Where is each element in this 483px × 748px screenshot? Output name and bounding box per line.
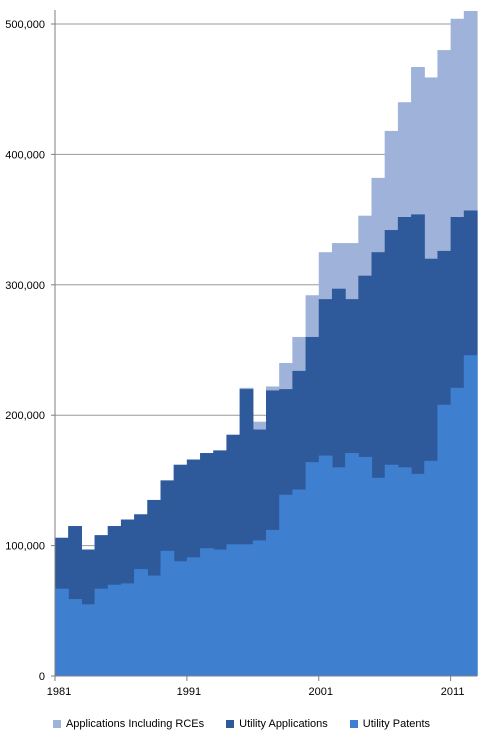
area-step xyxy=(437,404,452,676)
area-step xyxy=(384,464,399,676)
area-step xyxy=(411,473,425,676)
area-step xyxy=(252,540,267,676)
area-step xyxy=(279,494,293,676)
y-tick-label: 300,000 xyxy=(5,280,45,292)
legend-item-utility-applications: Utility Applications xyxy=(226,718,328,730)
y-tick-labels: 0 100,000 200,000 300,000 400,000 500,000 xyxy=(5,19,45,683)
area-step xyxy=(147,575,162,676)
legend: Applications Including RCEs Utility Appl… xyxy=(0,714,483,734)
legend-swatch-utility-applications xyxy=(226,720,235,728)
y-tick-label: 200,000 xyxy=(5,410,45,422)
area-step xyxy=(173,561,188,676)
legend-label-utility-applications: Utility Applications xyxy=(239,718,328,730)
x-tick-labels: 1981 1991 2001 2011 xyxy=(47,686,465,698)
legend-swatch-rces xyxy=(52,720,61,728)
area-step xyxy=(200,548,214,676)
area-step xyxy=(371,477,386,676)
area-step xyxy=(68,599,82,676)
area-step xyxy=(292,489,307,676)
area-step xyxy=(463,355,478,676)
legend-item-utility-patents: Utility Patents xyxy=(349,718,431,730)
area-step xyxy=(305,462,320,676)
area-step xyxy=(55,588,69,676)
series-areas xyxy=(55,10,478,677)
area-step xyxy=(160,550,175,676)
area-step xyxy=(94,588,109,676)
series-utility-patents xyxy=(55,355,478,676)
legend-label-utility-patents: Utility Patents xyxy=(362,718,431,730)
area-step xyxy=(450,387,465,676)
area-step xyxy=(358,456,373,676)
x-tick-label: 2001 xyxy=(309,686,333,698)
area-step xyxy=(239,544,254,676)
area-step xyxy=(107,584,122,676)
area-step xyxy=(345,453,359,676)
area-step xyxy=(424,460,439,676)
area-step xyxy=(226,544,241,676)
y-tick-label: 500,000 xyxy=(5,19,45,31)
area-step xyxy=(134,569,148,676)
axes xyxy=(51,10,477,681)
area-step xyxy=(331,467,346,676)
area-step xyxy=(81,604,96,676)
y-tick-label: 0 xyxy=(39,671,45,683)
y-tick-label: 400,000 xyxy=(5,149,45,161)
x-tick-label: 2011 xyxy=(441,686,465,698)
y-tick-label: 100,000 xyxy=(5,541,45,553)
area-step xyxy=(266,529,280,676)
legend-item-rces: Applications Including RCEs xyxy=(52,718,205,730)
legend-swatch-utility-patents xyxy=(349,720,358,728)
area-step xyxy=(397,467,412,676)
area-step xyxy=(120,583,135,676)
x-tick-label: 1991 xyxy=(177,686,201,698)
area-step xyxy=(186,557,201,676)
legend-label-rces: Applications Including RCEs xyxy=(65,718,205,730)
area-step xyxy=(318,455,333,676)
area-step xyxy=(213,549,228,676)
x-tick-label: 1981 xyxy=(47,686,71,698)
